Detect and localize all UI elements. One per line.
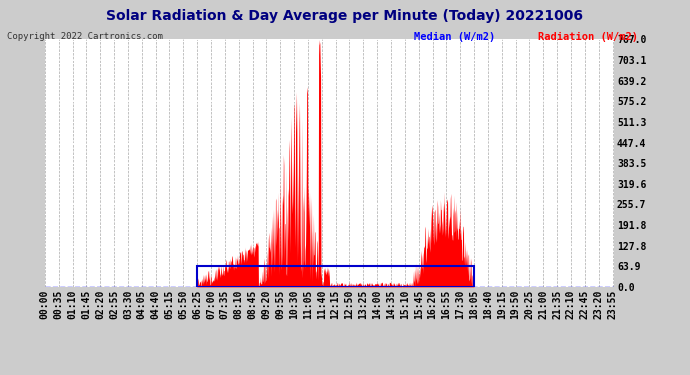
Bar (197, 266, 474, 287)
Text: Median (W/m2): Median (W/m2) (414, 32, 495, 42)
Text: Solar Radiation & Day Average per Minute (Today) 20221006: Solar Radiation & Day Average per Minute… (106, 9, 584, 23)
Text: Radiation (W/m2): Radiation (W/m2) (538, 32, 638, 42)
Text: Copyright 2022 Cartronics.com: Copyright 2022 Cartronics.com (7, 32, 163, 41)
